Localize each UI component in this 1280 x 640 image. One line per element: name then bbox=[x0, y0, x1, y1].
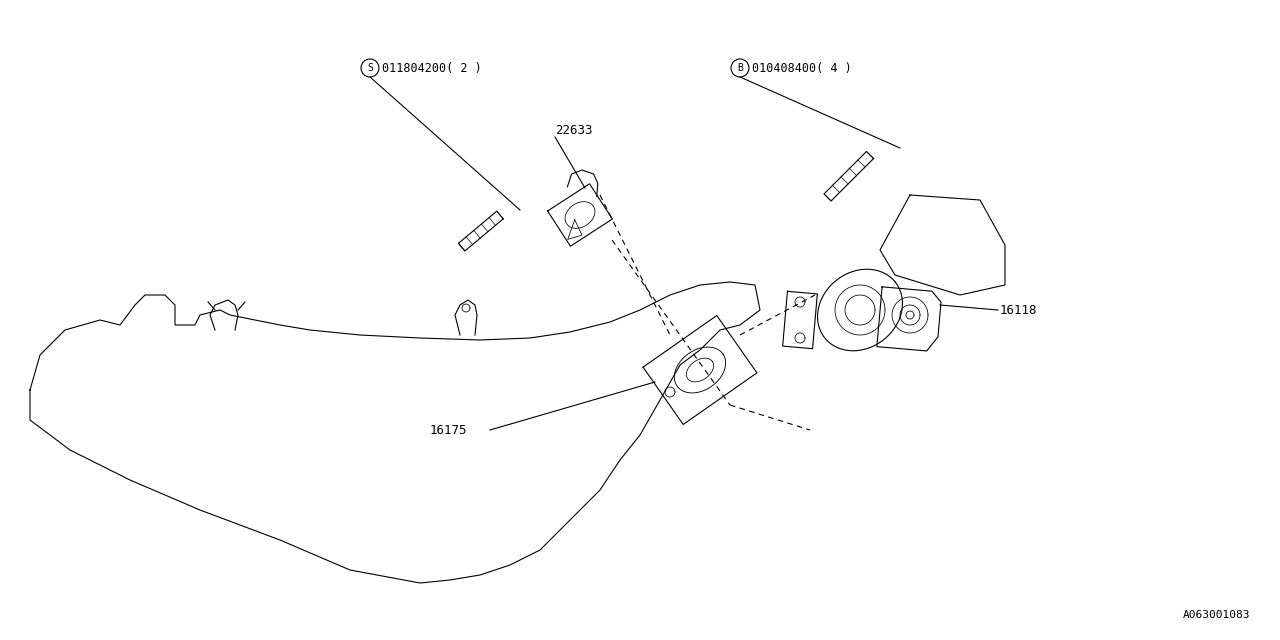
Text: 011804200( 2 ): 011804200( 2 ) bbox=[381, 61, 481, 74]
Text: A063001083: A063001083 bbox=[1183, 610, 1251, 620]
Text: 16118: 16118 bbox=[1000, 303, 1038, 317]
Text: B: B bbox=[737, 63, 742, 73]
Text: 010408400( 4 ): 010408400( 4 ) bbox=[753, 61, 851, 74]
Text: 22633: 22633 bbox=[556, 124, 593, 136]
Text: S: S bbox=[367, 63, 372, 73]
Text: 16175: 16175 bbox=[430, 424, 467, 436]
